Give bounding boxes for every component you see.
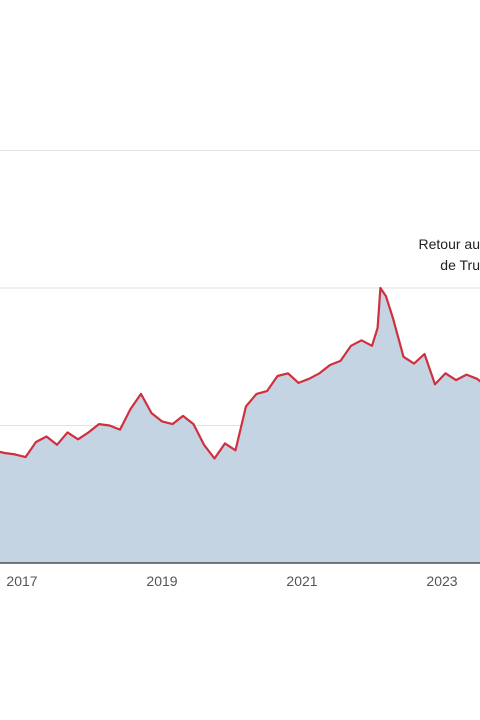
x-tick-label: 2021 [286,573,317,589]
annotation-line-2: de Tru [440,257,480,273]
annotation-line-1: Retour au [419,236,480,252]
x-tick-label: 2019 [146,573,177,589]
x-tick-label: 2023 [426,573,457,589]
x-tick-label: 2017 [6,573,37,589]
series-area [0,288,480,563]
series-line [0,286,480,460]
annotation: Retour au de Tru [419,236,480,273]
x-axis-ticks: 2017 2019 2021 2023 [6,573,457,589]
